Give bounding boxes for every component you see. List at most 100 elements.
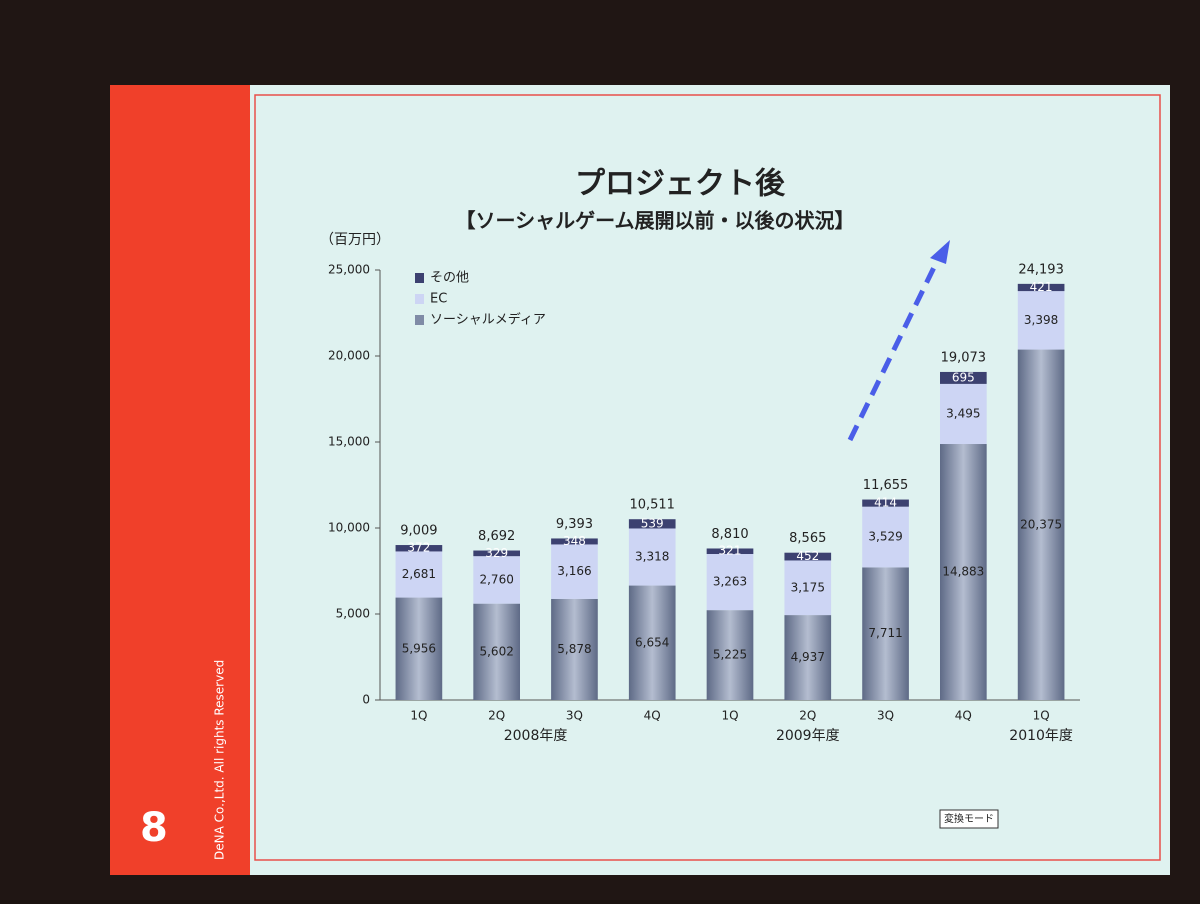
legend-swatch — [415, 294, 424, 304]
segment-label: 421 — [1030, 280, 1053, 294]
y-tick-label: 10,000 — [328, 521, 370, 535]
segment-label: 3,318 — [635, 550, 669, 564]
bar-segment — [940, 371, 987, 384]
total-label: 8,692 — [478, 529, 515, 544]
segment-label: 7,711 — [868, 626, 902, 640]
copyright: DeNA Co.,Ltd. All rights Reserved — [213, 660, 227, 860]
page-number: 8 — [140, 805, 168, 851]
bar-segment — [940, 383, 987, 445]
y-tick-label: 0 — [362, 693, 370, 707]
segment-label: 14,883 — [942, 565, 984, 579]
bar-segment — [473, 603, 520, 700]
total-label: 10,511 — [629, 498, 675, 513]
segment-label: 348 — [563, 534, 586, 548]
segment-label: 4,937 — [791, 650, 825, 664]
segment-label: 372 — [407, 541, 430, 555]
segment-label: 6,654 — [635, 635, 669, 649]
x-tick-label: 1Q — [721, 709, 738, 723]
segment-label: 321 — [719, 544, 742, 558]
group-label: 2010年度 — [1009, 728, 1073, 744]
segment-label: 3,175 — [791, 580, 825, 594]
legend-swatch — [415, 273, 424, 283]
group-label: 2009年度 — [776, 728, 840, 744]
segment-label: 5,225 — [713, 648, 747, 662]
bar-segment — [1017, 291, 1065, 350]
bar-segment — [706, 610, 754, 700]
bar-segment — [784, 552, 832, 561]
segment-label: 695 — [952, 370, 975, 384]
bar-segment — [395, 551, 443, 598]
segment-label: 452 — [796, 549, 819, 563]
bar-segment — [473, 550, 520, 557]
legend-label: EC — [430, 292, 447, 307]
segment-label: 3,398 — [1024, 313, 1058, 327]
bar-segment — [862, 499, 909, 507]
x-tick-label: 4Q — [955, 709, 972, 723]
segment-label: 5,602 — [479, 644, 513, 658]
y-tick-label: 15,000 — [328, 435, 370, 449]
y-tick-label: 25,000 — [328, 263, 370, 277]
legend-label: ソーシャルメディア — [430, 312, 546, 328]
y-tick-label: 20,000 — [328, 349, 370, 363]
bar-segment — [395, 597, 443, 700]
bar-segment — [862, 506, 909, 568]
slide — [110, 85, 1170, 875]
bar-segment — [940, 444, 987, 700]
bar-segment — [706, 554, 754, 611]
x-tick-label: 3Q — [566, 709, 583, 723]
segment-label: 539 — [641, 516, 664, 530]
segment-label: 3,495 — [946, 406, 980, 420]
bar-segment — [1017, 283, 1065, 292]
total-label: 9,009 — [400, 524, 437, 539]
total-label: 11,655 — [863, 478, 909, 493]
bar-segment — [1017, 349, 1065, 700]
segment-label: 3,166 — [557, 564, 591, 578]
x-tick-label: 2Q — [799, 709, 816, 723]
segment-label: 329 — [485, 546, 508, 560]
slide-frame — [254, 94, 1161, 861]
bar-segment — [628, 585, 676, 700]
x-tick-label: 1Q — [410, 709, 427, 723]
total-label: 24,193 — [1018, 262, 1064, 277]
total-label: 8,565 — [789, 531, 826, 546]
segment-label: 2,760 — [479, 572, 513, 586]
bar-segment — [551, 598, 598, 700]
segment-label: 414 — [874, 496, 897, 510]
bar-segment — [628, 528, 676, 586]
legend-label: その他 — [430, 271, 469, 286]
y-axis-label: （百万円） — [320, 232, 390, 248]
total-label: 9,393 — [556, 517, 593, 532]
segment-label: 3,263 — [713, 575, 747, 589]
segment-label: 5,878 — [557, 642, 591, 656]
segment-label: 3,529 — [868, 530, 902, 544]
mode-button-label[interactable]: 変換モード — [944, 812, 994, 825]
segment-label: 2,681 — [402, 567, 436, 581]
bar-segment — [784, 615, 832, 700]
bar-segment — [551, 538, 598, 545]
x-tick-label: 2Q — [488, 709, 505, 723]
x-tick-label: 4Q — [644, 709, 661, 723]
legend-swatch — [415, 315, 424, 325]
total-label: 19,073 — [941, 350, 987, 365]
segment-label: 5,956 — [402, 641, 436, 655]
segment-label: 20,375 — [1020, 517, 1062, 531]
bar-segment — [551, 544, 598, 599]
trend-arrow-head — [930, 240, 950, 264]
group-label: 2008年度 — [504, 728, 568, 744]
bar-segment — [706, 548, 754, 555]
x-tick-label: 3Q — [877, 709, 894, 723]
mode-button[interactable] — [939, 809, 999, 829]
slide-side-band — [110, 85, 250, 875]
bar-segment — [784, 560, 832, 616]
bar-segment — [395, 545, 443, 552]
bar-segment — [473, 556, 520, 604]
y-tick-label: 5,000 — [336, 607, 370, 621]
chart-title: プロジェクト後 — [575, 167, 786, 202]
x-tick-label: 1Q — [1033, 709, 1050, 723]
bar-segment — [862, 567, 909, 700]
bar-segment — [628, 519, 676, 529]
trend-arrow — [847, 253, 943, 442]
total-label: 8,810 — [711, 527, 748, 542]
chart-subtitle: 【ソーシャルゲーム展開以前・以後の状況】 — [456, 209, 855, 233]
